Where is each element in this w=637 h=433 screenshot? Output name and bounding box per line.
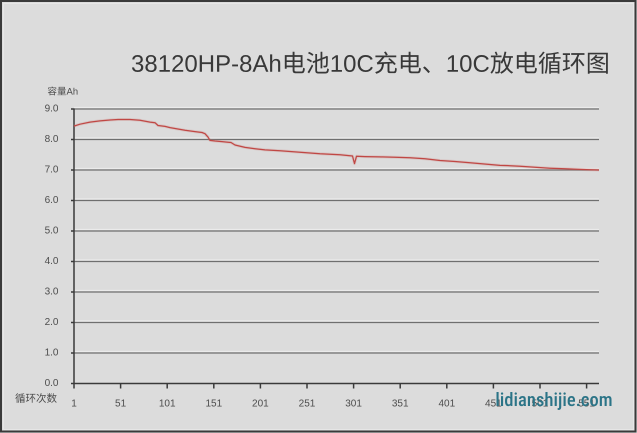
svg-text:7.0: 7.0: [45, 164, 59, 175]
svg-text:401: 401: [438, 398, 455, 409]
svg-text:1: 1: [71, 398, 77, 409]
svg-text:5.0: 5.0: [45, 225, 59, 236]
svg-text:1.0: 1.0: [45, 347, 59, 358]
svg-text:9.0: 9.0: [45, 103, 59, 114]
svg-text:501: 501: [532, 398, 549, 409]
svg-text:351: 351: [392, 398, 409, 409]
svg-text:201: 201: [252, 398, 269, 409]
svg-text:0.0: 0.0: [45, 378, 59, 389]
svg-text:251: 251: [299, 398, 316, 409]
svg-text:151: 151: [205, 398, 222, 409]
svg-text:51: 51: [115, 398, 127, 409]
svg-text:3.0: 3.0: [45, 286, 59, 297]
svg-text:451: 451: [485, 398, 502, 409]
svg-text:2.0: 2.0: [45, 317, 59, 328]
svg-text:8.0: 8.0: [45, 134, 59, 145]
svg-text:101: 101: [159, 398, 176, 409]
svg-text:301: 301: [345, 398, 362, 409]
svg-text:4.0: 4.0: [45, 256, 59, 267]
svg-text:6.0: 6.0: [45, 195, 59, 206]
